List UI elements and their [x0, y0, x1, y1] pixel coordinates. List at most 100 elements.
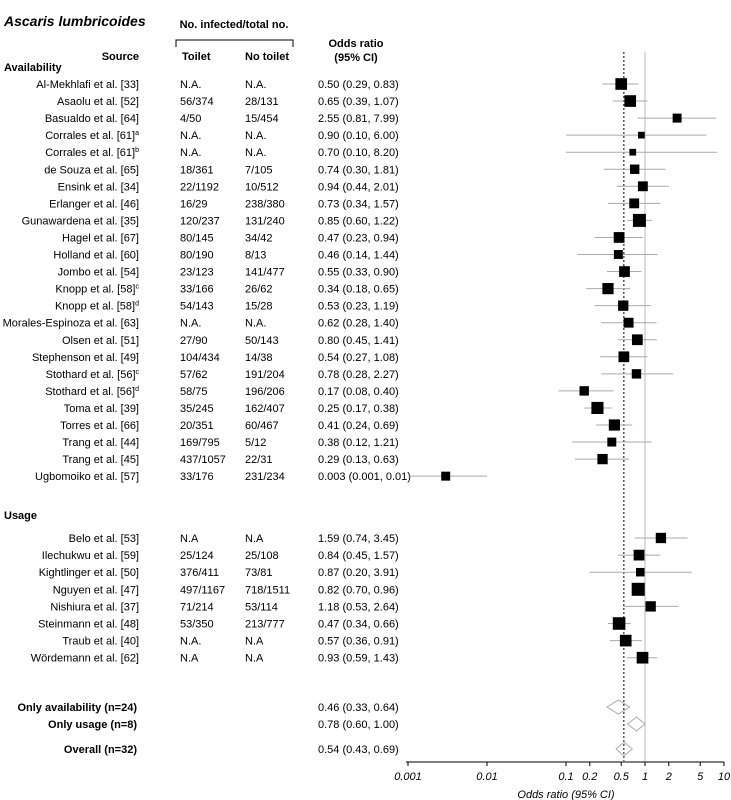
plot-area	[408, 52, 718, 761]
study-odds-ratio: 0.25 (0.17, 0.38)	[318, 403, 399, 415]
study-no-toilet: N.A.	[245, 147, 266, 159]
study-source-name: Traub et al. [40]	[62, 636, 139, 648]
study-toilet: 23/123	[180, 267, 214, 279]
x-tick-label: 2	[665, 771, 672, 783]
study-source-name: Ensink et al. [34]	[58, 181, 139, 193]
study-source-name: Hagel et al. [67]	[62, 232, 139, 244]
study-odds-ratio: 0.90 (0.10, 6.00)	[318, 130, 399, 142]
study-toilet: 25/124	[180, 550, 214, 562]
study-point-estimate	[638, 131, 645, 139]
study-source: de Souza et al. [65]	[44, 164, 139, 176]
study-odds-ratio: 0.82 (0.70, 0.96)	[318, 584, 399, 596]
study-toilet: N.A	[180, 533, 199, 545]
table-rows: Availability Al-Mekhlafi et al. [33] N.A. N…	[3, 62, 411, 756]
study-toilet: 22/1192	[180, 181, 219, 193]
study-odds-ratio: 0.87 (0.20, 3.91)	[318, 567, 399, 579]
study-no-toilet: N.A	[245, 636, 264, 648]
study-no-toilet: 53/114	[245, 601, 278, 613]
study-toilet: 376/411	[180, 567, 219, 579]
study-odds-ratio: 0.84 (0.45, 1.57)	[318, 550, 399, 562]
study-no-toilet: 34/42	[245, 232, 273, 244]
study-odds-ratio: 0.57 (0.36, 0.91)	[318, 636, 399, 648]
study-source-name: Olsen et al. [51]	[62, 335, 139, 347]
study-point-estimate	[607, 437, 617, 447]
study-toilet: 56/374	[180, 96, 214, 108]
study-odds-ratio: 0.80 (0.45, 1.41)	[318, 335, 399, 347]
study-point-estimate	[636, 651, 649, 664]
x-axis-title: Odds ratio (95% CI)	[517, 789, 615, 800]
study-source-name: Trang et al. [45]	[62, 454, 139, 466]
study-no-toilet: 196/206	[245, 386, 285, 398]
study-source: Corrales et al. [61]b	[45, 147, 139, 159]
study-source-superscript: d	[135, 301, 139, 308]
study-toilet: 53/350	[180, 619, 214, 631]
study-source-name: Steinmann et al. [48]	[38, 619, 139, 631]
study-source: Ilechukwu et al. [59]	[42, 550, 139, 562]
study-source-name: Belo et al. [53]	[69, 533, 139, 545]
study-point-estimate	[612, 617, 626, 630]
study-no-toilet: 191/204	[245, 369, 285, 381]
header-group-label: No. infected/total no.	[180, 19, 289, 31]
study-toilet: N.A.	[180, 79, 201, 91]
study-source-name: Trang et al. [44]	[62, 437, 139, 449]
study-source: Ensink et al. [34]	[58, 181, 139, 193]
study-toilet: 120/237	[180, 215, 220, 227]
section-heading-availability: Availability	[4, 62, 63, 74]
study-no-toilet: 60/467	[245, 420, 279, 432]
study-source: Basualdo et al. [64]	[45, 113, 139, 125]
study-source-superscript: c	[136, 369, 140, 376]
study-source: Jombo et al. [54]	[58, 267, 139, 279]
study-source-name: Knopp et al. [58]	[55, 284, 135, 296]
study-point-estimate	[645, 601, 656, 612]
study-source: Holland et al. [60]	[53, 250, 139, 262]
study-source-name: Corrales et al. [61]	[45, 147, 135, 159]
study-source: Stephenson et al. [49]	[32, 352, 139, 364]
study-point-estimate	[602, 283, 614, 295]
study-toilet: 437/1057	[180, 454, 226, 466]
study-point-estimate	[631, 369, 642, 379]
study-source-name: Basualdo et al. [64]	[45, 113, 139, 125]
study-no-toilet: N.A	[245, 653, 264, 665]
study-odds-ratio: 0.78 (0.28, 2.27)	[318, 369, 399, 381]
study-point-estimate	[633, 549, 645, 561]
study-toilet: 18/361	[180, 164, 214, 176]
x-tick-label: 0.1	[558, 771, 573, 783]
study-source: Erlanger et al. [46]	[49, 198, 139, 210]
study-no-toilet: 131/240	[245, 215, 285, 227]
study-source-name: Kightlinger et al. [50]	[39, 567, 139, 579]
study-point-estimate	[631, 334, 643, 346]
study-toilet: 20/351	[180, 420, 214, 432]
study-source: Trang et al. [45]	[62, 454, 139, 466]
study-source: Olsen et al. [51]	[62, 335, 139, 347]
study-no-toilet: 7/105	[245, 164, 273, 176]
study-source: Torres et al. [66]	[60, 420, 139, 432]
study-odds-ratio: 0.54 (0.27, 1.08)	[318, 352, 399, 364]
study-toilet: 57/62	[180, 369, 208, 381]
study-source-name: Toma et al. [39]	[64, 403, 139, 415]
study-toilet: 27/90	[180, 335, 208, 347]
header-source: Source	[102, 51, 139, 63]
study-source-name: Nishiura et al. [37]	[50, 601, 139, 613]
study-odds-ratio: 0.73 (0.34, 1.57)	[318, 198, 399, 210]
study-no-toilet: 718/1511	[245, 584, 290, 596]
study-toilet: N.A	[180, 653, 199, 665]
study-source: Al-Mekhlafi et al. [33]	[36, 79, 139, 91]
study-source: Corrales et al. [61]a	[45, 130, 139, 142]
study-point-estimate	[631, 582, 645, 596]
study-odds-ratio: 2.55 (0.81, 7.99)	[318, 113, 399, 125]
study-source-name: Jombo et al. [54]	[58, 267, 139, 279]
study-odds-ratio: 0.55 (0.33, 0.90)	[318, 267, 399, 279]
study-point-estimate	[619, 634, 632, 647]
study-odds-ratio: 0.46 (0.14, 1.44)	[318, 250, 399, 262]
study-source: Asaolu et al. [52]	[57, 96, 139, 108]
summary-odds-ratio: 0.78 (0.60, 1.00)	[318, 719, 399, 731]
study-source: Traub et al. [40]	[62, 636, 139, 648]
header-odds-ratio: Odds ratio	[328, 38, 383, 50]
study-no-toilet: 22/31	[245, 454, 273, 466]
study-source-name: Gunawardena et al. [35]	[22, 215, 139, 227]
study-no-toilet: 26/62	[245, 284, 273, 296]
study-source: Trang et al. [44]	[62, 437, 139, 449]
study-point-estimate	[623, 317, 634, 328]
x-tick-label: 10	[718, 771, 731, 783]
